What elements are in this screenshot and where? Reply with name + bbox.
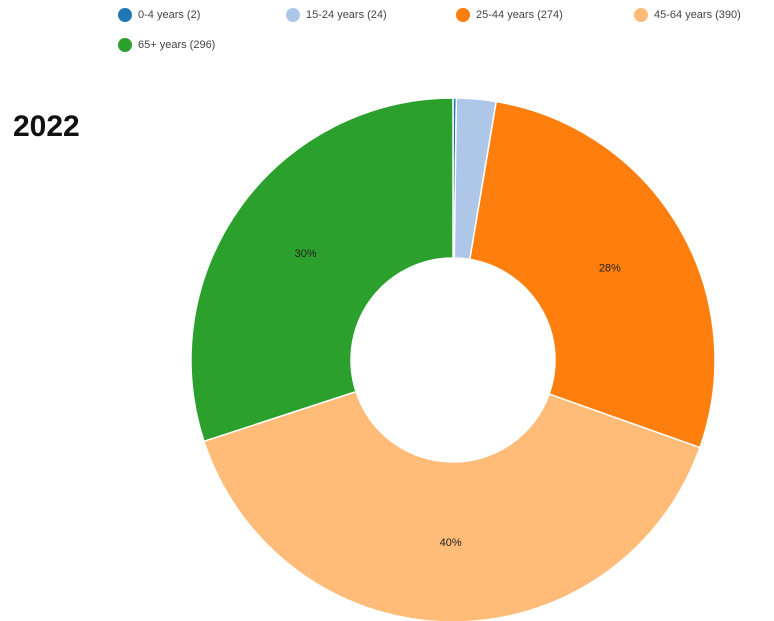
legend-label: 25-44 years (274) bbox=[476, 9, 563, 21]
legend-dot bbox=[118, 38, 132, 52]
legend-item-15-24[interactable]: 15-24 years (24) bbox=[286, 8, 387, 22]
legend-label: 15-24 years (24) bbox=[306, 9, 387, 21]
legend-label: 45-64 years (390) bbox=[654, 9, 741, 21]
legend-item-45-64[interactable]: 45-64 years (390) bbox=[634, 8, 741, 22]
legend-dot bbox=[456, 8, 470, 22]
slice-label: 28% bbox=[599, 263, 621, 275]
legend-dot bbox=[634, 8, 648, 22]
legend-item-0-4[interactable]: 0-4 years (2) bbox=[118, 8, 200, 22]
slice-65-plus-years[interactable] bbox=[190, 97, 454, 443]
slice-label: 40% bbox=[440, 537, 462, 549]
legend-item-25-44[interactable]: 25-44 years (274) bbox=[456, 8, 563, 22]
legend-label: 0-4 years (2) bbox=[138, 9, 201, 21]
legend-item-65-plus[interactable]: 65+ years (296) bbox=[118, 38, 215, 52]
slice-45-64-years[interactable] bbox=[202, 390, 701, 621]
legend-label: 65+ years (296) bbox=[138, 39, 216, 51]
slice-label: 30% bbox=[295, 248, 317, 260]
legend-dot bbox=[286, 8, 300, 22]
legend-dot bbox=[118, 8, 132, 22]
slice-25-44-years[interactable] bbox=[468, 100, 716, 449]
chart-title: 2022 bbox=[13, 110, 80, 143]
